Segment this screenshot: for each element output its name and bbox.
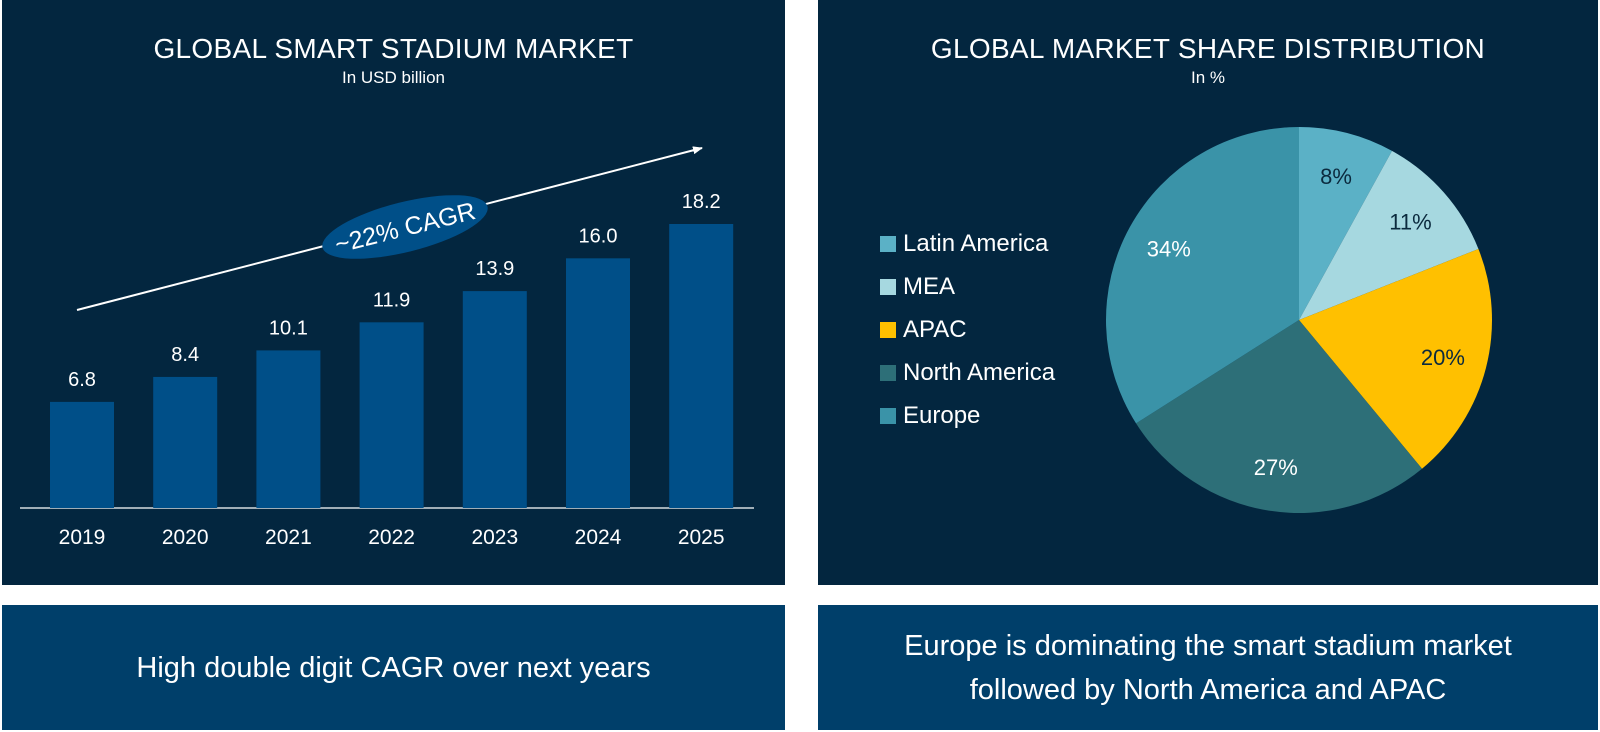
legend-item-mea: MEA [880,265,1055,308]
bar-2022 [359,322,424,508]
bar-2019 [50,401,114,508]
bar-2023 [462,291,527,508]
pie-slice-latin-america [1299,127,1392,320]
legend-label: Europe [903,401,981,429]
legend-item-north-america: North America [880,351,1055,394]
cagr-badge: ~22% CAGR [322,195,488,259]
legend-swatch [880,364,896,381]
pie-slice-apac [1299,248,1493,469]
legend-item-europe: Europe [880,394,1055,437]
pie-chart-takeaway-text: Europe is dominating the smart stadium m… [904,629,1512,706]
x-tick-label: 2023 [471,526,518,549]
pie-legend: Latin America MEA APAC North America Europe [880,222,1055,437]
x-tick-label: 2024 [575,526,622,549]
pie-slice-europe [1105,127,1299,424]
legend-item-latin-america: Latin America [880,222,1055,265]
bar-value-label: 18.2 [682,191,721,213]
pie-slice-north-america [1136,320,1423,514]
bar-2021 [256,350,321,508]
pie-slice-label: 8% [1320,164,1352,189]
x-tick-label: 2019 [59,526,106,549]
bar-chart-subtitle: In USD billion [342,68,445,87]
bar-chart-title: GLOBAL SMART STADIUM MARKET [153,33,634,64]
pie-chart: 8% 11% 20% 27% 34% [1105,127,1493,514]
legend-label: Latin America [903,229,1049,257]
cagr-badge-ellipse [322,195,488,259]
bar-chart: 6.8 2019 8.4 2020 10.1 2021 11.9 2022 13.9 2023 16… [20,146,754,549]
legend-label: MEA [903,272,956,300]
pie-chart-subtitle: In % [1190,68,1226,87]
bar-value-label: 10.1 [269,317,308,339]
legend-swatch [880,235,896,252]
bar-value-label: 16.0 [579,225,618,247]
bar-2020 [153,376,218,508]
market-share-panel: GLOBAL MARKET SHARE DISTRIBUTION In % La… [818,0,1598,585]
pie-slice-label: 20% [1421,345,1465,370]
bar-2024 [566,258,630,508]
x-tick-label: 2025 [678,526,725,549]
pie-slice-mea [1299,150,1479,320]
x-tick-label: 2021 [265,526,312,549]
bar-value-label: 13.9 [475,258,514,280]
legend-swatch [880,321,896,338]
pie-slice-label: 27% [1254,455,1298,480]
x-tick-label: 2020 [162,526,209,549]
bar-chart-takeaway: High double digit CAGR over next years [2,605,785,730]
bar-value-label: 11.9 [373,289,410,311]
legend-label: North America [903,358,1056,386]
bar-chart-takeaway-text: High double digit CAGR over next years [136,651,651,684]
pie-chart-title: GLOBAL MARKET SHARE DISTRIBUTION [930,33,1486,64]
legend-swatch [880,407,896,424]
market-size-panel: GLOBAL SMART STADIUM MARKET In USD billi… [2,0,785,585]
pie-slice-label: 11% [1389,210,1431,235]
bar-value-label: 8.4 [171,344,199,366]
legend-swatch [880,278,896,295]
pie-chart-takeaway: Europe is dominating the smart stadium m… [818,605,1598,730]
x-tick-label: 2022 [368,526,415,549]
bar-2025 [669,224,734,508]
legend-label: APAC [903,315,967,343]
legend-item-apac: APAC [880,308,1055,351]
pie-slice-label: 34% [1147,236,1191,261]
bar-value-label: 6.8 [68,369,96,391]
